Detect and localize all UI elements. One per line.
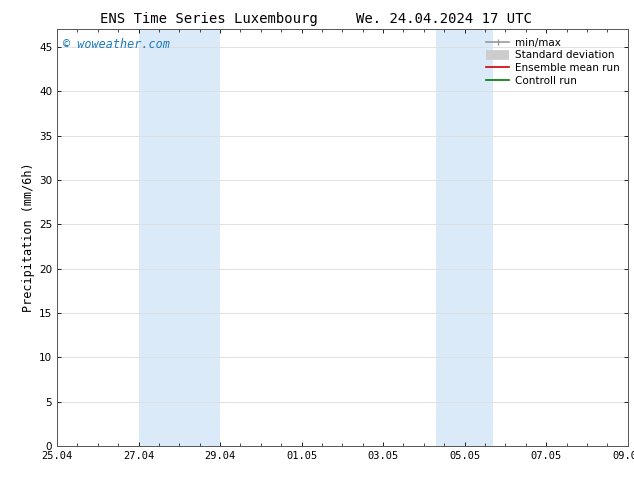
Y-axis label: Precipitation (mm/6h): Precipitation (mm/6h) xyxy=(22,163,35,313)
Bar xyxy=(436,29,493,446)
Text: © woweather.com: © woweather.com xyxy=(63,38,170,51)
Text: We. 24.04.2024 17 UTC: We. 24.04.2024 17 UTC xyxy=(356,12,532,26)
Text: ENS Time Series Luxembourg: ENS Time Series Luxembourg xyxy=(100,12,318,26)
Legend: min/max, Standard deviation, Ensemble mean run, Controll run: min/max, Standard deviation, Ensemble me… xyxy=(483,35,623,89)
Bar xyxy=(139,29,220,446)
